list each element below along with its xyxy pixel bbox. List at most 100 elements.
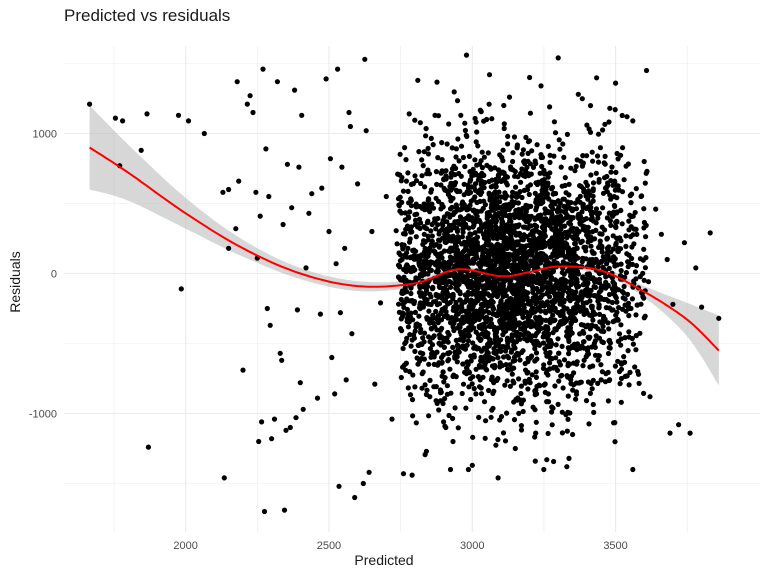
data-point (444, 188, 450, 194)
data-point (360, 480, 366, 487)
data-point (588, 243, 594, 249)
data-point (560, 311, 566, 317)
chart-title: Predicted vs residuals (64, 6, 231, 25)
data-point (510, 378, 516, 384)
data-point (517, 243, 524, 249)
data-point (502, 316, 508, 322)
data-point (549, 203, 555, 209)
data-point (473, 391, 479, 397)
data-point (516, 208, 522, 215)
data-point (409, 397, 416, 403)
data-point (570, 206, 576, 212)
data-point (488, 166, 494, 172)
data-point (425, 198, 431, 204)
data-point (602, 175, 608, 181)
data-point (569, 234, 576, 240)
data-point (523, 294, 530, 300)
data-point (594, 75, 600, 81)
x-tick-label: 2000 (173, 540, 197, 552)
data-point (539, 280, 546, 286)
data-point (558, 321, 564, 327)
data-point (416, 216, 423, 222)
data-point (527, 110, 534, 116)
data-point (587, 390, 594, 396)
data-point (478, 391, 485, 397)
data-point (491, 388, 497, 394)
data-point (408, 181, 414, 187)
data-point (502, 301, 509, 307)
data-point (574, 341, 581, 347)
data-point (488, 321, 495, 327)
data-point (438, 354, 445, 361)
data-point (525, 386, 531, 392)
data-point (492, 378, 498, 384)
data-point (545, 430, 551, 437)
data-point (461, 319, 467, 325)
data-point (537, 170, 543, 176)
data-point (530, 333, 536, 339)
data-point (450, 321, 456, 327)
data-point (501, 102, 507, 109)
data-point (524, 214, 531, 220)
data-point (478, 336, 484, 343)
data-point (583, 256, 589, 262)
data-point (475, 374, 481, 380)
data-point (453, 154, 459, 160)
data-point (538, 195, 545, 201)
data-point (642, 180, 648, 186)
data-point (581, 217, 587, 223)
data-point (452, 236, 458, 242)
data-point (479, 149, 485, 155)
data-point (402, 145, 408, 151)
data-point (415, 342, 421, 348)
data-point (145, 444, 151, 450)
data-point (436, 407, 442, 413)
data-point (554, 367, 561, 373)
data-point (405, 170, 411, 176)
data-point (525, 266, 531, 272)
data-point (477, 309, 483, 315)
data-point (585, 345, 591, 351)
data-point (525, 369, 531, 375)
data-point (546, 305, 553, 311)
data-point (513, 286, 519, 292)
data-point (470, 434, 476, 440)
data-point (485, 150, 491, 156)
data-point (529, 148, 535, 154)
data-point (500, 327, 506, 333)
data-point (489, 116, 495, 122)
data-point (534, 391, 540, 397)
data-point (596, 210, 603, 216)
data-point (427, 339, 433, 345)
data-point (460, 229, 466, 235)
data-point (483, 259, 489, 265)
data-point (560, 385, 566, 391)
data-point (399, 328, 405, 334)
data-point (539, 257, 546, 263)
data-point (426, 361, 432, 367)
data-point (566, 309, 572, 315)
data-point (471, 251, 477, 257)
data-point (430, 320, 436, 326)
data-point (607, 340, 614, 346)
data-point (595, 131, 602, 137)
data-point (557, 146, 563, 152)
data-point (480, 374, 486, 380)
data-point (495, 475, 501, 481)
data-point (561, 154, 567, 160)
data-point (627, 369, 633, 375)
data-point (583, 179, 589, 185)
data-point (521, 305, 527, 311)
data-point (471, 288, 477, 294)
data-point (573, 396, 579, 402)
data-point (395, 274, 402, 280)
data-point (120, 118, 126, 124)
data-point (479, 295, 486, 301)
data-point (543, 186, 549, 192)
data-point (512, 445, 518, 452)
data-point (403, 178, 409, 184)
data-point (481, 399, 488, 405)
smooth-line (89, 146, 720, 352)
data-point (417, 120, 423, 126)
data-point (517, 189, 523, 195)
